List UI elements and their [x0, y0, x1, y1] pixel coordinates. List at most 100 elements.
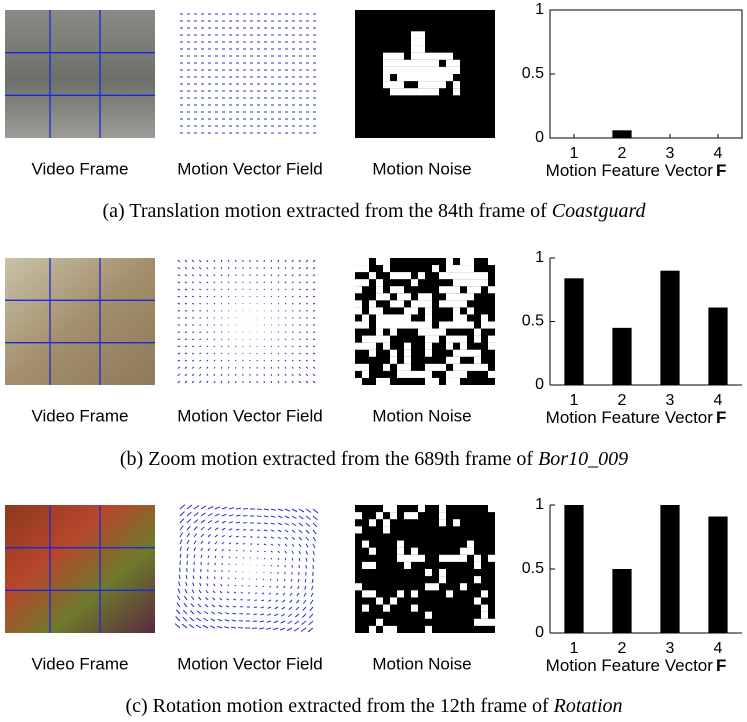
vector: [201, 513, 205, 516]
vector: [284, 586, 285, 588]
noise-cell: [362, 605, 369, 612]
vector: [299, 537, 302, 540]
vector: [229, 515, 233, 516]
vector: [288, 614, 292, 617]
noise-cell: [460, 371, 467, 378]
motion-vector-field: [180, 14, 316, 133]
noise-cell: [418, 67, 425, 74]
vector: [268, 607, 271, 608]
noise-cell: [425, 329, 432, 336]
panel-label: Motion Noise: [372, 159, 471, 178]
caption-name: Coastguard: [552, 200, 647, 222]
vector: [199, 360, 201, 361]
vector: [207, 289, 208, 290]
vector: [187, 547, 189, 551]
vector: [292, 360, 293, 361]
vector: [193, 583, 194, 587]
caption-text: (a) Translation motion extracted from th…: [102, 200, 551, 222]
vector: [221, 367, 222, 369]
vector: [228, 353, 229, 354]
vector: [271, 303, 272, 304]
noise-cell: [432, 53, 439, 60]
vector: [299, 289, 301, 290]
vector: [211, 619, 215, 621]
x-axis-label-symbol: F: [716, 408, 726, 427]
vector: [214, 339, 215, 340]
vector: [313, 381, 315, 383]
vector: [264, 558, 265, 559]
vector: [306, 360, 308, 361]
noise-cell: [376, 258, 383, 265]
noise-cell: [439, 512, 446, 519]
vector: [228, 296, 229, 297]
vector: [180, 519, 184, 523]
vector: [194, 520, 198, 524]
vector: [208, 555, 209, 558]
vector: [285, 558, 286, 560]
noise-cell: [397, 74, 404, 81]
vector: [313, 346, 315, 347]
vector: [214, 267, 215, 269]
vector: [292, 303, 293, 304]
noise-cell: [425, 371, 432, 378]
vector: [297, 593, 299, 596]
noise-cell: [418, 74, 425, 81]
noise-cell: [460, 293, 467, 300]
vector: [215, 556, 216, 558]
vector: [313, 509, 318, 513]
vector: [204, 611, 208, 614]
vector: [305, 586, 306, 590]
vector: [194, 506, 199, 510]
vector: [263, 579, 264, 580]
noise-cell: [446, 343, 453, 350]
vector: [276, 593, 278, 595]
vector: [214, 346, 215, 347]
vector: [177, 596, 180, 600]
y-tick-label: 1: [535, 249, 544, 266]
panel-label: Video Frame: [31, 406, 128, 425]
vector: [292, 544, 294, 547]
noise-cell: [460, 300, 467, 307]
noise-cell: [390, 357, 397, 364]
vector: [292, 274, 293, 276]
noise-cell: [446, 74, 453, 81]
vector: [201, 520, 205, 523]
noise-cell: [397, 555, 404, 562]
noise-cell: [439, 555, 446, 562]
noise-cell: [369, 307, 376, 314]
vector: [229, 557, 230, 558]
vector: [215, 535, 218, 537]
vector: [186, 575, 187, 579]
caption-text: (c) Rotation motion extracted from the 1…: [125, 695, 553, 717]
vector: [306, 374, 308, 376]
vector: [228, 381, 229, 383]
vector: [192, 339, 194, 340]
vector: [303, 607, 306, 611]
vector: [271, 367, 272, 369]
vector: [183, 617, 187, 621]
vector: [229, 550, 231, 551]
y-tick-label: 0: [535, 129, 544, 146]
video-frame: [5, 505, 155, 633]
vector: [236, 557, 237, 558]
vector: [313, 274, 315, 276]
vector: [208, 534, 211, 537]
noise-cell: [411, 322, 418, 329]
vector: [221, 584, 222, 586]
vector: [299, 551, 301, 554]
noise-cell: [453, 314, 460, 321]
noise-cell: [418, 53, 425, 60]
noise-cell: [439, 329, 446, 336]
noise-cell: [446, 265, 453, 272]
noise-cell: [411, 67, 418, 74]
vector: [234, 592, 236, 593]
noise-cell: [432, 88, 439, 95]
vector: [175, 624, 180, 628]
vector: [260, 614, 264, 615]
vector: [199, 374, 201, 376]
noise-cell: [397, 371, 404, 378]
vector: [278, 558, 279, 560]
noise-cell: [397, 67, 404, 74]
caption: (b) Zoom motion extracted from the 689th…: [120, 448, 628, 470]
x-tick-label: 1: [570, 392, 579, 409]
